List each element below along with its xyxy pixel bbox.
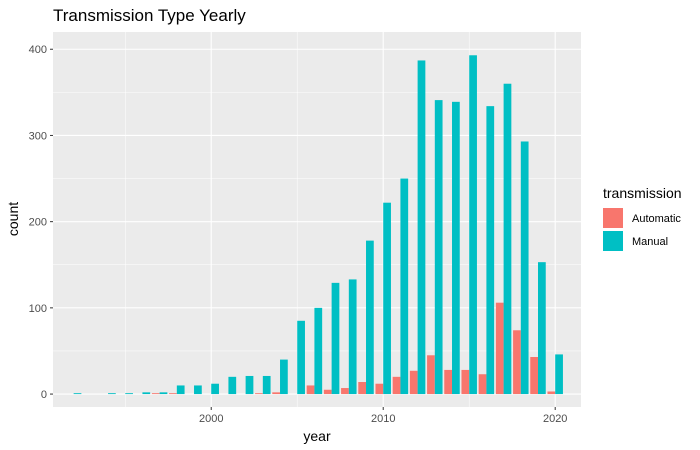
bar-manual <box>73 393 82 395</box>
bar-automatic <box>375 383 384 395</box>
bar-automatic <box>151 393 160 395</box>
bar-manual <box>452 101 460 395</box>
bar-automatic <box>392 376 401 395</box>
bar-manual <box>297 320 305 395</box>
bar-automatic <box>341 388 349 395</box>
bar-manual <box>245 375 254 395</box>
legend: transmission Automatic Manual <box>603 185 682 251</box>
x-tick-label: 2000 <box>199 413 223 425</box>
bar-automatic <box>444 369 453 395</box>
x-axis: 2000 2010 2020 <box>199 407 567 425</box>
bar-manual <box>486 106 495 395</box>
bar-automatic <box>478 374 487 395</box>
bar-automatic <box>547 391 556 395</box>
bar-automatic <box>461 369 470 395</box>
bar-automatic <box>495 302 504 395</box>
bar-manual <box>228 376 237 395</box>
legend-label-automatic: Automatic <box>632 213 681 225</box>
y-axis-title: count <box>5 202 21 236</box>
bar-automatic <box>272 392 281 395</box>
bar-manual <box>262 375 271 395</box>
bar-automatic <box>169 393 177 395</box>
bar-manual <box>434 100 443 395</box>
bar-manual <box>211 383 219 395</box>
bar-manual <box>417 60 426 395</box>
y-tick-label: 200 <box>29 217 47 229</box>
bar-manual <box>520 141 529 395</box>
bar-automatic <box>323 389 332 395</box>
bar-automatic <box>530 357 539 395</box>
bar-manual <box>538 262 546 395</box>
bar-automatic <box>427 355 435 395</box>
bar-manual <box>108 393 116 395</box>
bar-manual <box>348 279 357 395</box>
bar-manual <box>503 83 512 395</box>
bar-automatic <box>409 370 418 395</box>
y-tick-label: 300 <box>29 130 47 142</box>
bar-automatic <box>513 330 521 395</box>
x-tick-label: 2020 <box>543 413 567 425</box>
bar-manual <box>176 385 185 395</box>
bar-automatic <box>306 385 315 395</box>
y-tick-label: 100 <box>29 303 47 315</box>
bar-manual <box>314 307 323 395</box>
bar-manual <box>383 202 391 395</box>
legend-key-manual <box>603 231 623 251</box>
x-axis-title: year <box>303 428 331 444</box>
y-tick-label: 0 <box>41 389 47 401</box>
legend-key-automatic <box>603 208 623 228</box>
legend-title: transmission <box>603 185 682 201</box>
y-axis: 0 100 200 300 400 <box>29 44 53 401</box>
bar-manual <box>125 393 133 395</box>
bar-manual <box>469 55 477 395</box>
x-tick-label: 2010 <box>371 413 395 425</box>
bar-manual <box>142 392 151 395</box>
bar-manual <box>280 359 288 395</box>
bar-manual <box>331 282 340 395</box>
y-tick-label: 400 <box>29 44 47 56</box>
bar-manual <box>400 178 409 395</box>
chart-title: Transmission Type Yearly <box>53 6 246 25</box>
bar-automatic <box>255 393 263 395</box>
legend-label-manual: Manual <box>632 236 668 248</box>
bar-manual <box>159 392 168 395</box>
bar-manual <box>555 354 563 395</box>
bars <box>73 55 563 395</box>
bar-manual <box>194 385 202 395</box>
bar-manual <box>366 240 374 395</box>
bar-automatic <box>358 382 367 395</box>
